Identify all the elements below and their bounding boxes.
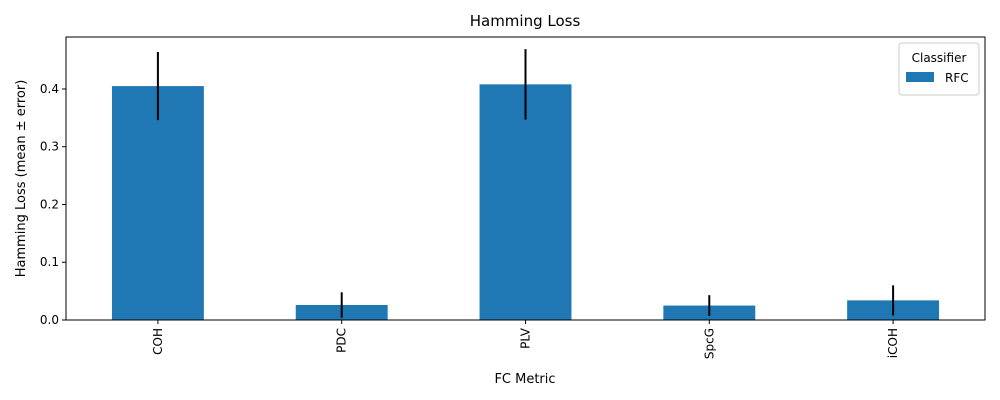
x-tick-label-icoh: iCOH — [886, 328, 900, 358]
y-axis: 0.0 0.1 0.2 0.3 0.4 — [40, 82, 66, 327]
legend: Classifier RFC — [898, 42, 980, 96]
plot-frame — [65, 36, 986, 321]
x-tick-label-plv: PLV — [519, 327, 533, 349]
x-tick-label-spcg: SpcG — [702, 328, 716, 359]
chart-title: Hamming Loss — [470, 12, 581, 30]
y-tick-label-4: 0.4 — [40, 82, 59, 96]
x-axis-label: FC Metric — [494, 372, 555, 387]
errorbars-group — [156, 49, 895, 318]
bars-group — [111, 84, 940, 321]
bar-plv — [479, 84, 572, 320]
y-axis-label: Hamming Loss (mean ± error) — [14, 80, 29, 278]
legend-swatch-rfc — [906, 72, 934, 82]
y-tick-label-0: 0.0 — [40, 313, 59, 327]
x-tick-label-coh: COH — [151, 328, 165, 355]
y-tick-label-1: 0.1 — [40, 255, 59, 269]
y-tick-label-3: 0.3 — [40, 140, 59, 154]
x-tick-label-pdc: PDC — [335, 328, 349, 353]
x-axis: COH PDC PLV SpcG iCOH — [151, 320, 900, 359]
legend-title: Classifier — [912, 51, 967, 65]
bar-coh — [111, 86, 204, 321]
legend-label-rfc: RFC — [945, 71, 969, 85]
y-tick-label-2: 0.2 — [40, 197, 59, 211]
